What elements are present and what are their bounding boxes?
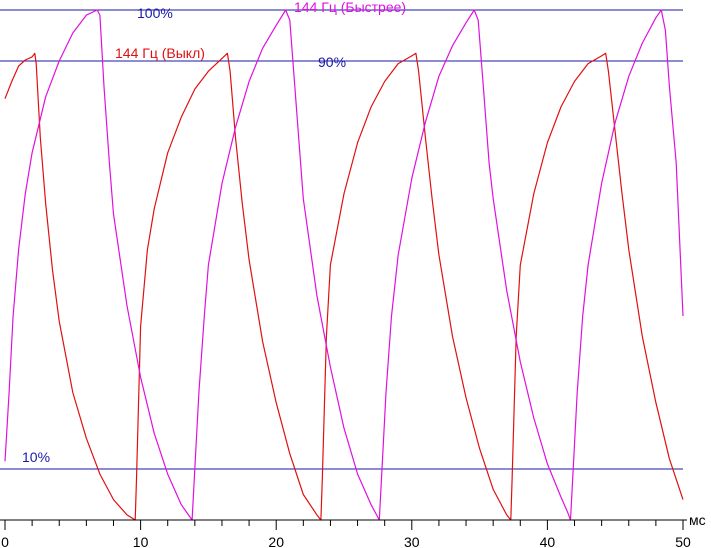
series-line-0: [4, 52, 684, 521]
reference-label-100: 100%: [137, 5, 173, 21]
series-label-144hz-faster: 144 Гц (Быстрее): [294, 0, 406, 15]
x-tick-label: 40: [540, 534, 556, 548]
reference-lines: 100% 90% 10%: [0, 5, 683, 470]
reference-label-90: 90%: [318, 54, 346, 70]
x-tick-label: 10: [133, 534, 149, 548]
x-axis: 0 10 20 30 40 50: [0, 519, 691, 548]
x-axis-unit-label: мс: [689, 512, 706, 528]
x-tick-label: 50: [675, 534, 691, 548]
x-tick-label: 0: [1, 534, 9, 548]
series-layer: [4, 9, 684, 521]
series-label-144hz-off: 144 Гц (Выкл): [115, 45, 205, 61]
x-tick-label: 20: [268, 534, 284, 548]
x-tick-label: 30: [404, 534, 420, 548]
labels-layer: мс 144 Гц (Выкл) 144 Гц (Быстрее): [115, 0, 706, 528]
series-line-1: [4, 9, 684, 521]
reference-label-10: 10%: [22, 449, 50, 465]
